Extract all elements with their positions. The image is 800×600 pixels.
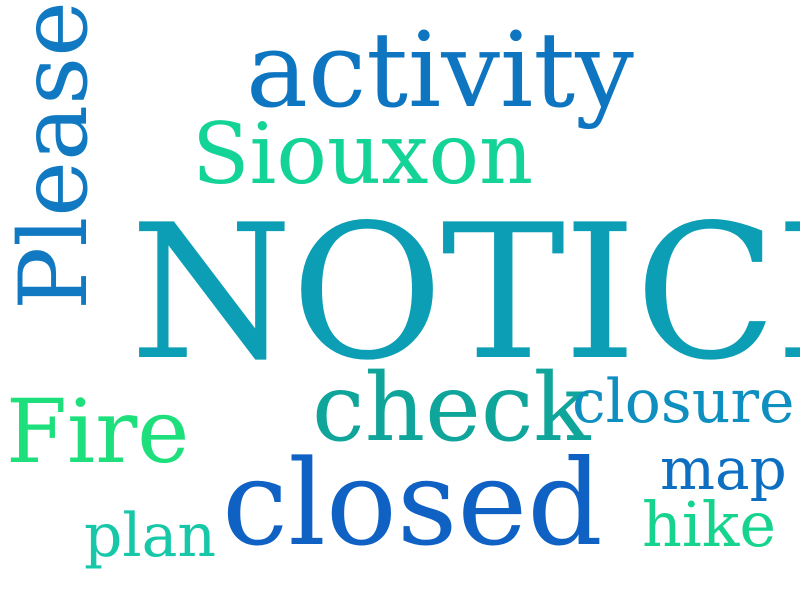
word-hike: hike <box>642 488 777 561</box>
word-closed: closed <box>222 434 603 572</box>
word-closure: closure <box>572 367 795 437</box>
word-notice: NOTICE <box>130 184 800 401</box>
word-check: check <box>312 354 591 463</box>
word-plan: plan <box>84 501 217 571</box>
word-map: map <box>660 435 787 503</box>
word-activity: activity <box>246 9 634 131</box>
word-please: Please <box>0 1 109 310</box>
word-siouxon: Siouxon <box>192 105 534 203</box>
word-fire: Fire <box>6 380 190 483</box>
